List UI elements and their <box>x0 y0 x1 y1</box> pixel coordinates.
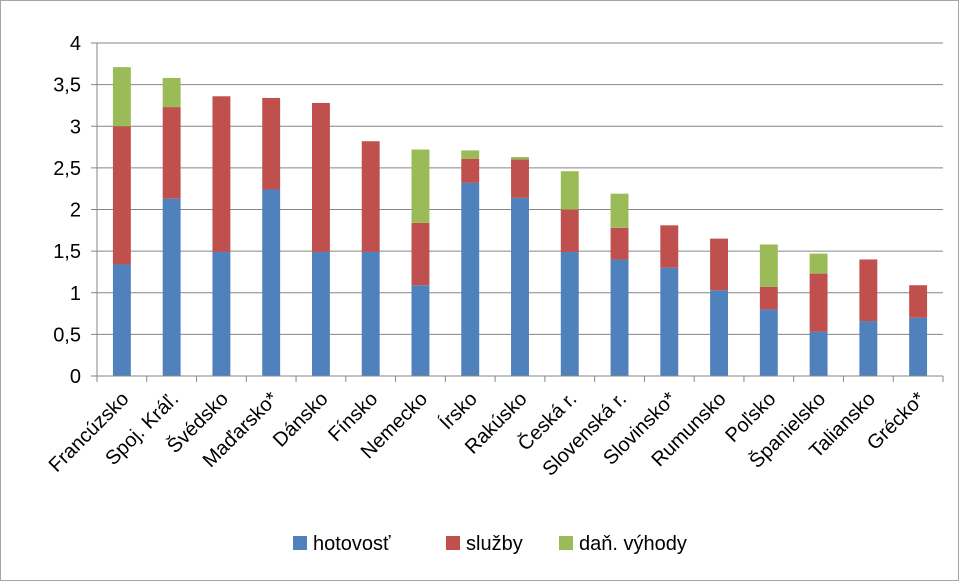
x-tick-label: Dánsko <box>269 388 333 452</box>
y-tick-label: 4 <box>70 33 81 55</box>
bar-segment <box>610 227 629 260</box>
y-tick-label: 0,5 <box>53 324 81 346</box>
y-tick-label: 3,5 <box>53 75 81 97</box>
bar-segment <box>162 107 181 199</box>
bar-segment <box>809 273 828 332</box>
bar-segment <box>660 225 679 268</box>
legend-label: služby <box>466 533 523 555</box>
bar-segment <box>560 251 579 376</box>
bar-segment <box>162 198 181 376</box>
bar-segment <box>262 189 281 376</box>
y-tick-label: 1 <box>70 283 81 305</box>
bar-segment <box>361 251 380 376</box>
y-tick-label: 0 <box>70 366 81 388</box>
bar-segment <box>809 253 828 274</box>
bar-segment <box>511 157 529 160</box>
legend-swatch <box>446 536 460 550</box>
bar-segment <box>759 309 778 376</box>
bar-segment <box>909 317 928 376</box>
legend: hotovosť služby daň. výhody <box>293 533 687 555</box>
bar-segment <box>859 321 878 376</box>
bar-segment <box>311 102 330 252</box>
bar-segment <box>560 209 579 252</box>
bar-segment <box>610 259 629 376</box>
y-tick-label: 1,5 <box>53 241 81 263</box>
y-tick-label: 2,5 <box>53 158 81 180</box>
y-tick-labels: 0 0,5 1 1,5 2 2,5 3 3,5 4 <box>53 33 81 388</box>
legend-swatch <box>559 536 573 550</box>
bar-segment <box>411 222 430 286</box>
bar-segment <box>759 244 778 287</box>
bar-segment <box>809 331 828 376</box>
bar-segment <box>560 171 579 210</box>
bars <box>112 67 928 376</box>
bar-segment <box>461 150 480 159</box>
bar-segment <box>759 286 778 310</box>
bar-segment <box>411 149 430 223</box>
bar-segment <box>859 259 878 322</box>
bar-segment <box>660 267 679 376</box>
bar-segment <box>710 290 729 376</box>
y-tick-label: 3 <box>70 116 81 138</box>
bar-segment <box>212 96 231 252</box>
legend-label: daň. výhody <box>579 533 687 555</box>
bar-segment <box>212 251 231 376</box>
bar-segment <box>112 126 131 265</box>
bar-segment <box>262 97 281 190</box>
bar-segment <box>511 197 529 376</box>
bar-segment <box>411 285 430 376</box>
bar-segment <box>909 285 928 318</box>
bar-segment <box>461 158 480 183</box>
x-tick-label: Írsko <box>435 387 482 434</box>
legend-label: hotovosť <box>313 533 391 555</box>
bar-segment <box>112 264 131 376</box>
bar-segment <box>112 67 131 127</box>
bar-segment <box>162 77 181 108</box>
y-tick-label: 2 <box>70 200 81 222</box>
axes <box>91 42 944 382</box>
bar-segment <box>461 182 480 376</box>
bar-segment <box>710 238 729 291</box>
bar-segment <box>610 193 629 228</box>
bar-segment <box>511 159 529 198</box>
bar-segment <box>361 141 380 252</box>
bar-segment <box>311 251 330 376</box>
legend-swatch <box>293 536 307 550</box>
